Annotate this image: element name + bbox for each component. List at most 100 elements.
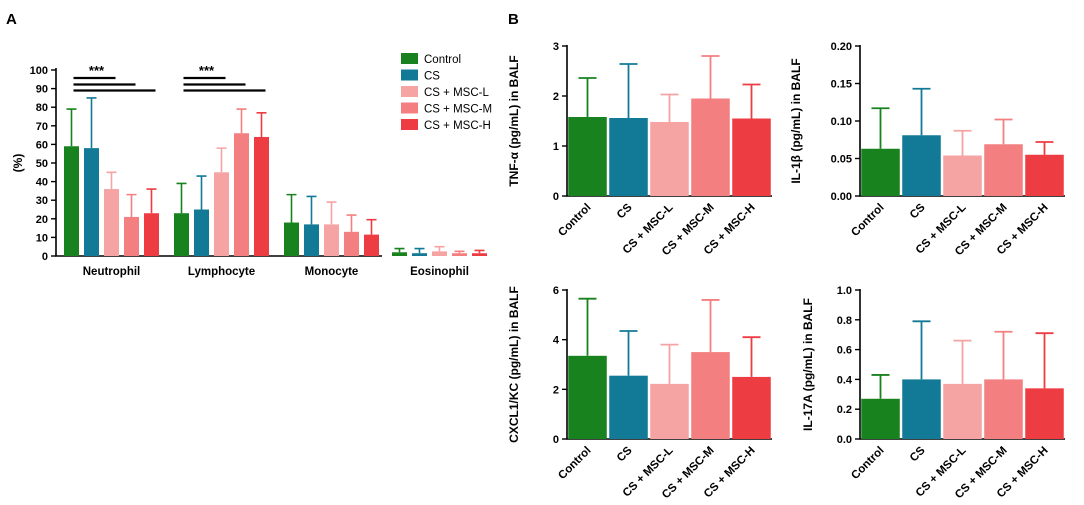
error-bar-eosinophil-cs-msc-h <box>474 249 485 254</box>
error-bar-eosinophil-control <box>394 247 405 253</box>
y-tick-label: 2 <box>553 384 559 396</box>
legend-swatch-cs-msc-l <box>401 86 418 97</box>
y-tick-label: 0 <box>553 191 559 203</box>
y-tick-label: 0.10 <box>831 116 852 128</box>
y-tick-label: 0 <box>42 251 48 263</box>
bar-control <box>568 355 607 439</box>
error-bar-monocyte-cs-msc-m <box>346 214 357 232</box>
y-axis-label: CXCL1/KC (pg/mL) in BALF <box>507 286 521 443</box>
bar-cs <box>609 118 648 196</box>
category-label-control: Control <box>849 202 886 239</box>
bar-eosinophil-control <box>392 252 407 256</box>
error-bar-cs-msc-l <box>953 129 972 156</box>
error-bar-cs <box>912 87 931 136</box>
bar-control <box>861 398 900 439</box>
y-tick-label: 1.0 <box>837 285 852 297</box>
error-bar-monocyte-cs-msc-h <box>366 218 377 235</box>
y-tick-label: 0.2 <box>837 404 852 416</box>
legend-label-cs: CS <box>424 71 440 83</box>
y-tick-label: 3 <box>553 41 559 53</box>
legend-label-cs-msc-h: CS + MSC-H <box>424 120 491 132</box>
neutrophil-lymphocyte-chart: 0 10 20 30 40 50 60 70 80 90 100 (%) Neutrophil Lymph… <box>11 63 487 278</box>
category-label-cs: CS <box>908 444 928 464</box>
error-bar-lymphocyte-cs <box>196 175 207 210</box>
error-bar-cs <box>912 320 931 380</box>
category-label-cs: CS <box>615 201 635 221</box>
bar-lymphocyte-cs <box>194 209 209 256</box>
y-tick-label: 40 <box>36 177 48 189</box>
error-bar-lymphocyte-cs-msc-h <box>256 111 267 137</box>
y-tick-label: 1 <box>553 141 559 153</box>
bar-eosinophil-cs <box>412 253 427 256</box>
bar-monocyte-control <box>284 222 299 256</box>
y-axis-label: (%) <box>11 154 25 173</box>
category-label-neutrophil: Neutrophil <box>83 266 141 278</box>
y-tick-label: 2 <box>553 91 559 103</box>
y-tick-label: 80 <box>36 102 48 114</box>
y-tick-label: 20 <box>36 214 48 226</box>
legend-label-control: Control <box>424 54 461 66</box>
y-tick-label: 90 <box>36 84 48 96</box>
bar-lymphocyte-control <box>174 213 189 256</box>
y-tick-label: 0 <box>553 434 559 446</box>
category-label-lymphocyte: Lymphocyte <box>188 266 255 278</box>
error-bar-cs-msc-m <box>994 330 1013 380</box>
error-bar-monocyte-cs <box>306 195 317 225</box>
bar-cs-msc-h <box>1025 388 1064 439</box>
error-bar-cs-msc-h <box>742 83 761 119</box>
bar-lymphocyte-cs-msc-m <box>234 133 249 256</box>
legend-label-cs-msc-m: CS + MSC-M <box>424 104 492 116</box>
y-axis-label: IL-17A (pg/mL) in BALF <box>801 298 815 431</box>
bar-neutrophil-cs-msc-h <box>144 213 159 256</box>
bar-eosinophil-cs-msc-h <box>472 253 487 256</box>
bar-cs-msc-m <box>984 379 1023 439</box>
error-bar-cs-msc-h <box>1035 141 1054 155</box>
category-label-cs: CS <box>908 201 928 221</box>
bar-neutrophil-cs <box>84 148 99 256</box>
bar-neutrophil-cs-msc-m <box>124 216 139 256</box>
category-label-control: Control <box>556 202 593 239</box>
bar-cs-msc-l <box>943 155 982 196</box>
error-bar-control <box>578 297 597 356</box>
bar-lymphocyte-cs-msc-l <box>214 172 229 256</box>
error-bar-cs-msc-m <box>701 299 720 353</box>
y-axis-label: IL-1β (pg/mL) in BALF <box>789 58 803 183</box>
panel-label-b: B <box>508 11 519 28</box>
y-tick-label: 100 <box>30 65 48 77</box>
bar-neutrophil-cs-msc-l <box>104 189 119 256</box>
y-tick-label: 6 <box>553 285 559 297</box>
bar-cs-msc-m <box>691 98 730 196</box>
bar-cs-msc-h <box>732 376 771 439</box>
bar-cs-msc-l <box>650 122 689 196</box>
il-1beta-chart: 0.00 0.05 0.10 0.15 0.20 IL-1β (pg/mL) in BAL… <box>789 41 1065 258</box>
bar-cs <box>609 375 648 439</box>
error-bar-neutrophil-cs <box>86 97 97 149</box>
bar-lymphocyte-cs-msc-h <box>254 136 269 256</box>
bar-cs-msc-m <box>691 352 730 439</box>
significance-label: *** <box>89 63 105 78</box>
legend-swatch-cs-msc-h <box>401 119 418 130</box>
error-bar-control <box>578 77 597 117</box>
bar-monocyte-cs <box>304 224 319 256</box>
y-axis-label: TNF-α (pg/mL) in BALF <box>507 55 521 186</box>
error-bar-control <box>871 374 890 399</box>
error-bar-eosinophil-cs-msc-l <box>434 245 445 252</box>
legend-label-cs-msc-l: CS + MSC-L <box>424 87 489 99</box>
bar-monocyte-cs-msc-h <box>364 234 379 256</box>
error-bar-cs <box>619 330 638 376</box>
category-label-control: Control <box>556 445 593 482</box>
bar-cs <box>902 135 941 196</box>
error-bar-neutrophil-cs-msc-h <box>146 188 157 214</box>
bar-eosinophil-cs-msc-l <box>432 251 447 256</box>
legend-swatch-cs <box>401 69 418 81</box>
error-bar-neutrophil-cs-msc-m <box>126 193 137 217</box>
error-bar-lymphocyte-control <box>176 182 187 214</box>
y-tick-label: 0.20 <box>831 41 852 53</box>
bar-monocyte-cs-msc-m <box>344 231 359 256</box>
y-tick-label: 60 <box>36 139 48 151</box>
y-tick-label: 4 <box>553 335 560 347</box>
error-bar-cs-msc-m <box>701 55 720 99</box>
error-bar-cs-msc-l <box>953 339 972 384</box>
